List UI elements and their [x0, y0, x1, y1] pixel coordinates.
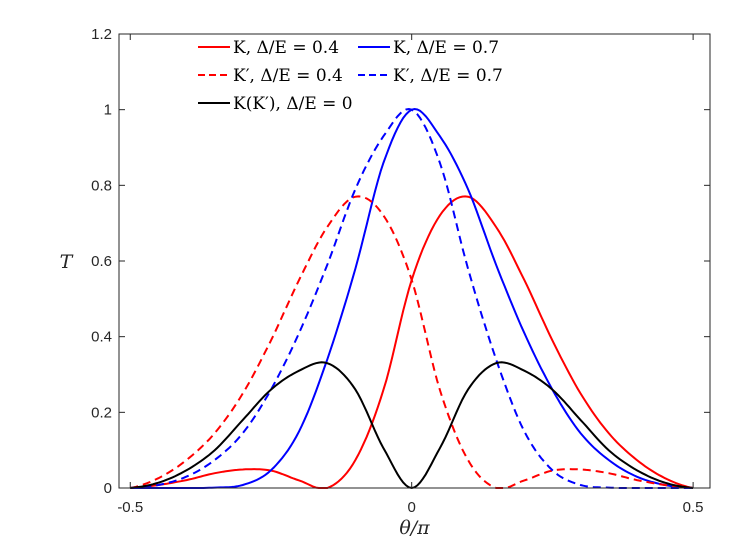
plot-lines	[130, 107, 694, 490]
axis-ticks: -0.5 0 0.5 0 0.2 0.4 0.6 0.8 1 1.2	[91, 26, 710, 516]
legend-entry: K′, Δ/E = 0.4	[198, 66, 343, 86]
legend: K, Δ/E = 0.4 K, Δ/E = 0.7 K′, Δ/E = 0.4 K′,…	[198, 38, 503, 114]
legend-label: K, Δ/E = 0.4	[233, 38, 339, 58]
y-tick-label: 0.6	[91, 253, 112, 270]
y-axis-label: T	[60, 251, 74, 273]
k-kprime-delta-0-line	[130, 361, 694, 490]
legend-label: K, Δ/E = 0.7	[393, 38, 499, 58]
x-axis-label: θ/π	[399, 517, 430, 539]
y-tick-label: 0.2	[91, 404, 112, 421]
y-tick-label: 0.8	[91, 177, 112, 194]
legend-label: K(K′), Δ/E = 0	[233, 94, 353, 114]
k-delta-0.7-line	[130, 107, 694, 489]
legend-entry: K, Δ/E = 0.4	[198, 38, 339, 58]
legend-label: K′, Δ/E = 0.4	[233, 66, 343, 86]
y-tick-label: 1.2	[91, 26, 112, 43]
legend-entry: K(K′), Δ/E = 0	[198, 94, 353, 114]
y-tick-label: 1	[104, 102, 112, 119]
legend-label: K′, Δ/E = 0.7	[393, 66, 503, 86]
legend-entry: K, Δ/E = 0.7	[358, 38, 499, 58]
x-tick-label: -0.5	[117, 499, 143, 516]
x-tick-label: 0.5	[683, 499, 704, 516]
k-delta-0.4-line	[130, 195, 694, 489]
y-tick-label: 0	[104, 480, 112, 497]
y-tick-label: 0.4	[91, 329, 112, 346]
legend-entry: K′, Δ/E = 0.7	[358, 66, 503, 86]
x-tick-label: 0	[408, 499, 416, 516]
kprime-delta-0.4-line	[130, 195, 694, 489]
kprime-delta-0.7-line	[130, 107, 694, 489]
